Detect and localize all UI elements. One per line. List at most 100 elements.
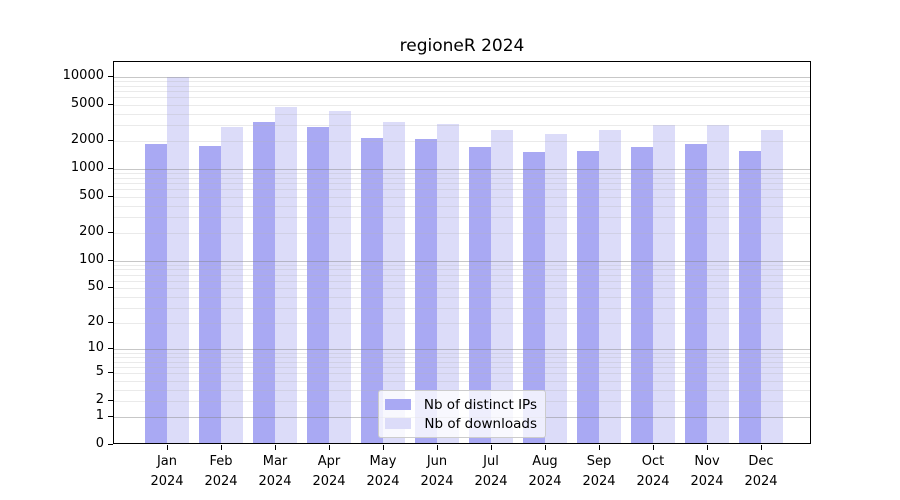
- gridline-minor-5: [114, 373, 810, 375]
- gridline-minor-30: [114, 307, 810, 309]
- gridline-minor-200: [114, 233, 810, 235]
- y-tick-20: [108, 322, 113, 323]
- y-tick-label-2000: 2000: [70, 132, 104, 147]
- x-tick-label-jun-2024: Jun 2024: [420, 454, 454, 489]
- y-tick-1: [108, 416, 113, 417]
- legend-swatch-downloads-icon: [385, 418, 411, 429]
- x-tick-nov-2024: [707, 445, 708, 450]
- x-tick-feb-2024: [221, 445, 222, 450]
- bar-may-2024-ips: [361, 138, 383, 443]
- bar-jan-2024-ips: [145, 143, 167, 443]
- gridline-major-100: [114, 260, 810, 262]
- gridline-minor-4000: [114, 113, 810, 115]
- bar-may-2024-downloads: [383, 121, 405, 443]
- bar-mar-2024-downloads: [275, 107, 297, 443]
- bar-feb-2024-downloads: [221, 127, 243, 443]
- legend-item-downloads: Nb of downloads: [385, 414, 537, 433]
- legend-swatch-ips-icon: [385, 399, 411, 410]
- x-tick-label-sep-2024: Sep 2024: [582, 454, 616, 489]
- gridline-minor-6: [114, 367, 810, 369]
- x-tick-label-apr-2024: Apr 2024: [312, 454, 346, 489]
- y-tick-label-100: 100: [79, 252, 104, 267]
- gridline-minor-8: [114, 357, 810, 359]
- y-tick-label-5: 5: [95, 364, 104, 379]
- y-tick-label-10: 10: [87, 340, 104, 355]
- y-tick-100: [108, 260, 113, 261]
- gridline-minor-70: [114, 274, 810, 276]
- gridline-minor-400: [114, 205, 810, 207]
- bar-oct-2024-ips: [631, 146, 653, 443]
- y-tick-label-200: 200: [79, 224, 104, 239]
- y-tick-2: [108, 400, 113, 401]
- gridline-minor-3000: [114, 125, 810, 127]
- bar-sep-2024-ips: [577, 150, 599, 443]
- y-tick-label-20: 20: [87, 314, 104, 329]
- gridline-minor-7000: [114, 91, 810, 93]
- gridline-minor-900: [114, 173, 810, 175]
- x-tick-label-mar-2024: Mar 2024: [258, 454, 292, 489]
- bar-nov-2024-downloads: [707, 125, 729, 443]
- bars-layer: [114, 62, 810, 443]
- x-tick-dec-2024: [761, 445, 762, 450]
- y-tick-10: [108, 348, 113, 349]
- gridline-minor-60: [114, 280, 810, 282]
- x-tick-jul-2024: [491, 445, 492, 450]
- bar-aug-2024-downloads: [545, 133, 567, 443]
- gridline-minor-800: [114, 177, 810, 179]
- y-tick-label-0: 0: [95, 436, 104, 451]
- y-tick-5: [108, 372, 113, 373]
- gridline-minor-600: [114, 189, 810, 191]
- bar-nov-2024-ips: [685, 143, 707, 443]
- bar-jun-2024-ips: [415, 139, 437, 443]
- x-tick-label-jan-2024: Jan 2024: [150, 454, 184, 489]
- y-tick-label-5000: 5000: [70, 96, 104, 111]
- gridline-minor-7: [114, 361, 810, 363]
- gridline-major-10000: [114, 77, 810, 78]
- y-tick-500: [108, 196, 113, 197]
- bar-jul-2024-downloads: [491, 129, 513, 443]
- y-tick-2000: [108, 140, 113, 141]
- x-tick-label-oct-2024: Oct 2024: [636, 454, 670, 489]
- bar-dec-2024-downloads: [761, 130, 783, 443]
- bar-jul-2024-ips: [469, 146, 491, 443]
- y-tick-50: [108, 287, 113, 288]
- chart-title: regioneR 2024: [399, 36, 525, 56]
- bar-mar-2024-ips: [253, 122, 275, 443]
- x-tick-sep-2024: [599, 445, 600, 450]
- gridline-minor-2000: [114, 141, 810, 143]
- y-tick-label-2: 2: [95, 392, 104, 407]
- x-tick-label-aug-2024: Aug 2024: [528, 454, 562, 489]
- x-tick-oct-2024: [653, 445, 654, 450]
- y-tick-0: [108, 444, 113, 445]
- gridline-minor-50: [114, 287, 810, 289]
- gridline-minor-9: [114, 353, 810, 354]
- plot-area: [113, 61, 811, 444]
- gridline-minor-500: [114, 196, 810, 198]
- gridline-minor-300: [114, 217, 810, 218]
- y-tick-label-1000: 1000: [70, 160, 104, 175]
- x-tick-label-dec-2024: Dec 2024: [744, 454, 778, 489]
- bar-jan-2024-downloads: [167, 77, 189, 443]
- bar-dec-2024-ips: [739, 150, 761, 443]
- bar-apr-2024-ips: [307, 126, 329, 443]
- legend-label-downloads: Nb of downloads: [424, 415, 537, 432]
- gridline-minor-8000: [114, 85, 810, 87]
- bar-oct-2024-downloads: [653, 125, 675, 443]
- x-tick-label-may-2024: May 2024: [366, 454, 400, 489]
- gridline-minor-9000: [114, 81, 810, 83]
- bar-jun-2024-downloads: [437, 124, 459, 443]
- gridline-minor-80: [114, 269, 810, 271]
- x-tick-jun-2024: [437, 445, 438, 450]
- x-tick-apr-2024: [329, 445, 330, 450]
- y-tick-label-10000: 10000: [62, 68, 104, 83]
- x-tick-label-nov-2024: Nov 2024: [690, 454, 724, 489]
- grid-layer: [114, 62, 810, 443]
- y-tick-label-1: 1: [95, 408, 104, 423]
- bar-apr-2024-downloads: [329, 110, 351, 443]
- x-tick-jan-2024: [167, 445, 168, 450]
- x-tick-aug-2024: [545, 445, 546, 450]
- x-tick-may-2024: [383, 445, 384, 450]
- gridline-minor-700: [114, 183, 810, 185]
- y-tick-5000: [108, 104, 113, 105]
